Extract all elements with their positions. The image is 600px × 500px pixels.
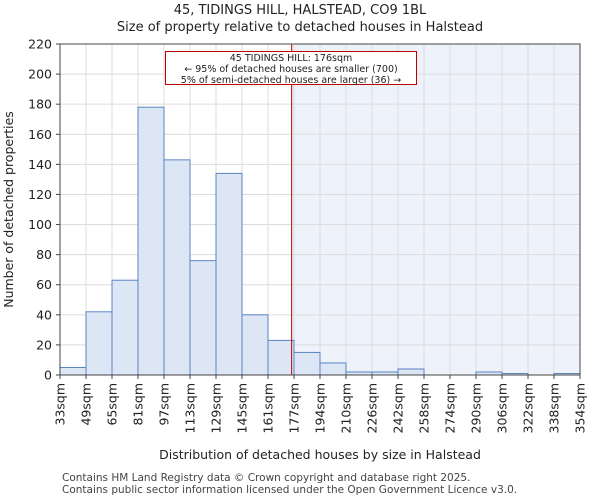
larger-region-shade [291, 44, 580, 375]
y-tick-label: 140 [28, 157, 52, 172]
footer-line-2: Contains public sector information licen… [62, 484, 518, 496]
x-tick-label: 258sqm [417, 383, 432, 433]
histogram-chart: 0 20 40 60 80 100 120 140 160 180 200 220 33sqm 49sqm… [1, 37, 588, 463]
y-tick-label: 160 [28, 127, 52, 142]
y-tick-label: 120 [28, 187, 52, 202]
annotation-box: 45 TIDINGS HILL: 176sqm ← 95% of detache… [165, 51, 417, 86]
x-tick-label: 145sqm [235, 383, 250, 433]
x-tick-label: 161sqm [261, 383, 276, 433]
x-tick-label: 274sqm [443, 383, 458, 433]
x-tick-label: 290sqm [469, 383, 484, 433]
x-tick-label: 354sqm [573, 383, 588, 433]
x-tick-label: 242sqm [391, 383, 406, 433]
y-tick-label: 40 [36, 307, 52, 322]
y-tick-label: 60 [36, 277, 52, 292]
bar [397, 368, 425, 376]
y-tick-label: 0 [44, 368, 52, 383]
y-tick-label: 20 [36, 337, 52, 352]
bar [241, 314, 269, 376]
bar [215, 172, 243, 376]
y-axis-label: Number of detached properties [1, 111, 16, 308]
bar [319, 362, 347, 376]
x-tick-label: 338sqm [547, 383, 562, 433]
x-tick-label: 33sqm [53, 383, 68, 426]
chart-title: 45, TIDINGS HILL, HALSTEAD, CO9 1BL [173, 3, 427, 18]
y-tick-label: 100 [28, 217, 52, 232]
bar [163, 159, 191, 376]
annotation-line-1: 45 TIDINGS HILL: 176sqm [229, 53, 353, 64]
y-tick-label: 200 [28, 67, 52, 82]
x-tick-label: 81sqm [131, 383, 146, 426]
x-tick-label: 226sqm [365, 383, 380, 433]
y-tick-label: 220 [28, 37, 52, 52]
x-tick-label: 97sqm [157, 383, 172, 426]
annotation-line-2: ← 95% of detached houses are smaller (70… [184, 64, 398, 75]
y-tick-label: 180 [28, 97, 52, 112]
x-tick-label: 177sqm [287, 383, 302, 433]
bar [111, 279, 139, 376]
x-tick-label: 113sqm [183, 383, 198, 433]
bar [293, 351, 321, 376]
footer-line-1: Contains HM Land Registry data © Crown c… [62, 472, 471, 484]
bar [267, 339, 295, 376]
x-axis-label: Distribution of detached houses by size … [159, 447, 481, 462]
x-tick-label: 49sqm [79, 383, 94, 426]
x-tick-label: 322sqm [521, 383, 536, 433]
annotation-line-3: 5% of semi-detached houses are larger (3… [180, 75, 402, 86]
x-tick-label: 65sqm [105, 383, 120, 426]
x-tick-label: 194sqm [313, 383, 328, 433]
x-tick-label: 306sqm [495, 383, 510, 433]
y-tick-label: 80 [36, 247, 52, 262]
chart-subtitle: Size of property relative to detached ho… [116, 20, 484, 35]
bar [59, 366, 87, 376]
x-tick-label: 210sqm [339, 383, 354, 433]
bar [137, 106, 165, 376]
x-tick-label: 129sqm [209, 383, 224, 433]
bar [85, 311, 113, 376]
bar [189, 260, 217, 376]
